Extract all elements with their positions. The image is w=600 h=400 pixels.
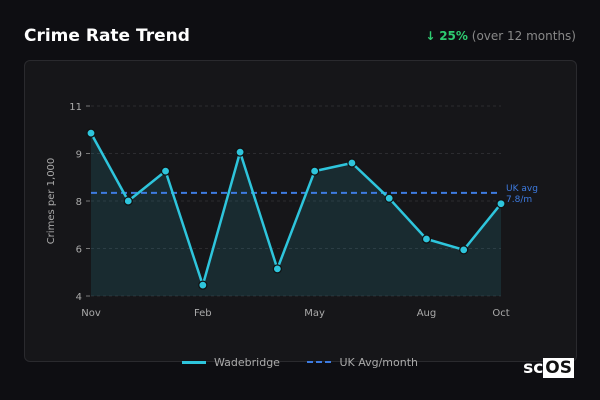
data-point: [123, 196, 133, 206]
data-point: [235, 147, 245, 157]
scos-logo: sc OS: [523, 358, 574, 378]
y-tick-label: 6: [76, 245, 82, 256]
legend-series-label[interactable]: Wadebridge: [213, 355, 280, 369]
series-line: [89, 132, 502, 287]
uk-avg-value-label: 7.8/m: [506, 195, 532, 205]
data-point: [198, 280, 208, 290]
data-point: [310, 166, 320, 176]
data-point: [459, 245, 469, 255]
legend: Wadebridge UK Avg/month: [0, 355, 600, 369]
y-axis-label: Crimes per 1,000: [46, 158, 57, 245]
change-percent: 25%: [439, 29, 468, 43]
area-fill: [91, 133, 501, 296]
data-point: [421, 234, 432, 244]
x-tick-label: Oct: [492, 308, 509, 319]
legend-series-swatch: [181, 360, 206, 364]
chart-title: Crime Rate Trend: [24, 26, 190, 46]
x-tick-label: Feb: [194, 308, 212, 319]
x-tick-label: May: [304, 308, 325, 319]
data-point: [272, 264, 282, 274]
data-point: [86, 128, 96, 138]
change-note: (over 12 months): [471, 29, 576, 43]
down-arrow-icon: ↓: [425, 29, 436, 43]
x-tick-label: Aug: [417, 308, 437, 319]
y-tick-label: 9: [76, 150, 82, 161]
data-point: [347, 158, 357, 168]
data-point: [384, 193, 394, 203]
uk-avg-label: UK avg: [506, 184, 538, 194]
change-indicator: ↓ 25% (over 12 months): [425, 29, 576, 43]
y-tick-label: 4: [76, 292, 82, 303]
data-point: [160, 166, 171, 176]
y-tick-label: 11: [69, 102, 82, 113]
data-point: [496, 199, 506, 209]
legend-avg-label[interactable]: UK Avg/month: [339, 355, 418, 369]
legend-avg-swatch: [307, 361, 332, 363]
y-tick-label: 8: [76, 197, 82, 208]
x-tick-label: Nov: [81, 308, 101, 319]
